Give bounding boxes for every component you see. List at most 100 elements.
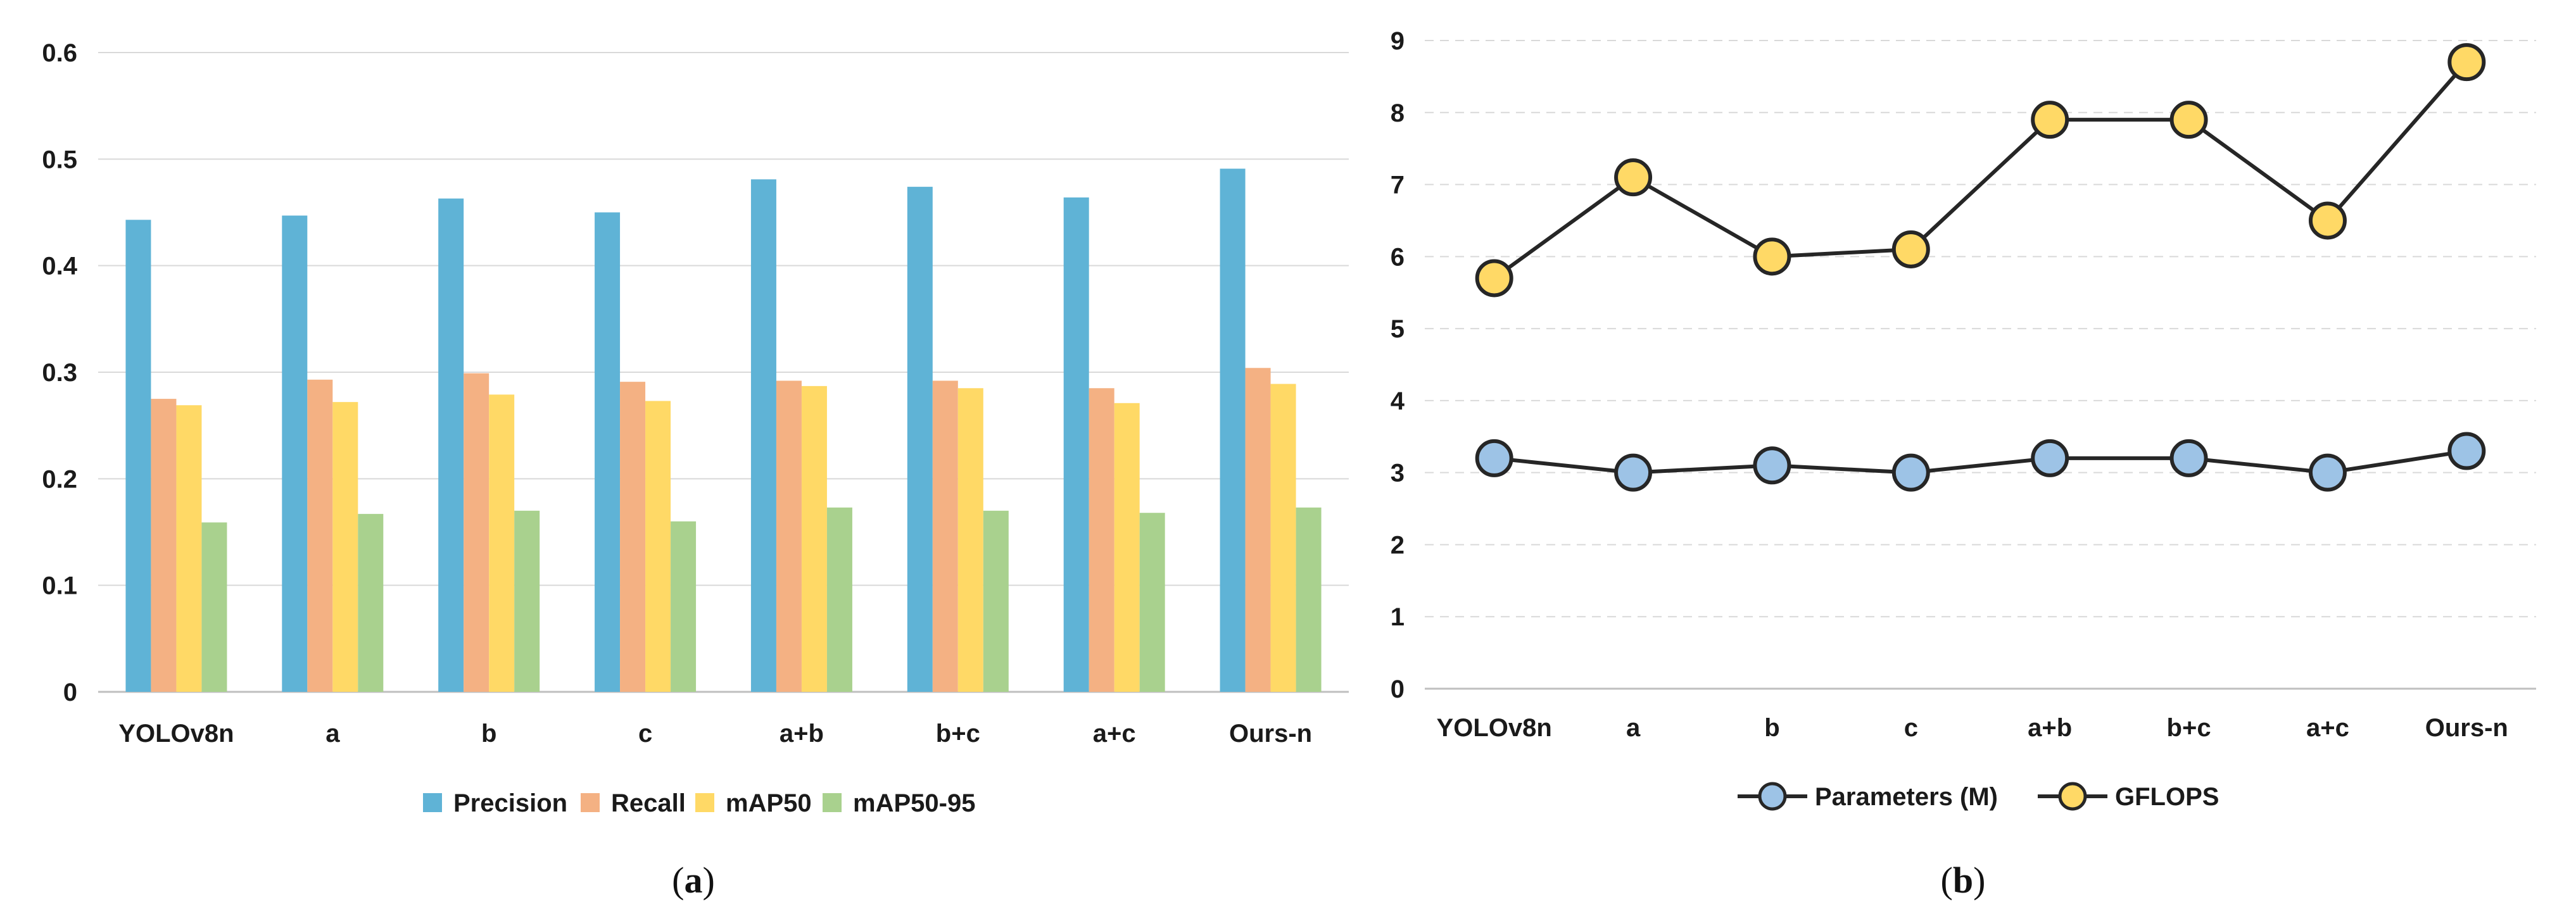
bar-precision-yolov8n <box>125 220 151 692</box>
legend-swatch-precision <box>423 793 442 812</box>
bar-precision-b <box>438 198 464 692</box>
bar-map50-ours-n <box>1270 384 1296 692</box>
point-gflops-c <box>1891 230 1930 268</box>
point-gflops-b-c <box>2169 101 2208 139</box>
bar-map50-95-a-c <box>1139 513 1165 692</box>
bar-recall-b <box>464 373 489 692</box>
bar-recall-a-b <box>776 380 802 692</box>
panel-a-y-tick-label: 0.4 <box>42 253 77 280</box>
point-parameters-m-c <box>1891 453 1930 492</box>
bar-recall-c <box>620 382 646 692</box>
legend-label-precision: Precision <box>453 789 567 817</box>
panel-b-x-tick-label: b+c <box>2167 714 2211 742</box>
caption-a-letter: a <box>685 860 703 901</box>
bar-map50-95-c <box>671 521 697 692</box>
bar-recall-yolov8n <box>151 399 177 692</box>
panel-b-y-tick-label: 5 <box>1391 315 1405 343</box>
bar-precision-a-b <box>750 179 776 692</box>
panel-b-y-tick-label: 2 <box>1391 531 1405 559</box>
panel-b-x-tick-label: b <box>1764 714 1779 742</box>
bar-precision-ours-n <box>1220 168 1246 692</box>
panel-a-y-tick-label: 0.3 <box>42 359 77 387</box>
panel-b-y-tick-label: 7 <box>1391 172 1405 199</box>
panel-b-lines <box>1475 43 2486 492</box>
panel-b-y-tick-label: 3 <box>1391 460 1405 487</box>
panel-b-x-tick-label: a+c <box>2306 714 2349 742</box>
bar-map50-a <box>332 402 358 692</box>
panel-a-y-tick-label: 0.2 <box>42 465 77 493</box>
legend-label-gflops: GFLOPS <box>2115 783 2219 811</box>
panel-b-y-tick-label: 9 <box>1391 27 1405 55</box>
panel-a-y-tick-label: 0.6 <box>42 39 77 67</box>
caption-b-letter: b <box>1953 860 1973 901</box>
bar-recall-ours-n <box>1245 368 1271 692</box>
panel-a-x-tick-label: c <box>638 720 652 748</box>
panel-b-x-tick-label: a <box>1626 714 1641 742</box>
bar-map50-yolov8n <box>176 405 202 692</box>
panel-b-y-axis: 0 1 2 3 4 5 6 7 8 9 <box>1391 27 1405 703</box>
point-parameters-m-yolov8n <box>1475 439 1513 477</box>
legend-swatch-map50-95 <box>823 793 842 812</box>
bar-map50-95-b <box>514 510 540 692</box>
bar-map50-95-ours-n <box>1296 507 1322 692</box>
panel-b-y-tick-label: 6 <box>1391 243 1405 271</box>
bar-recall-b-c <box>932 380 958 692</box>
panel-a-x-tick-label: a <box>325 720 340 748</box>
panel-b-x-axis: YOLOv8n a b c a+b b+c a+c Ours-n <box>1437 714 2508 742</box>
bar-map50-c <box>645 401 671 692</box>
legend-marker-parameters-m <box>1758 782 1787 811</box>
panel-a-bars <box>125 168 1322 692</box>
panel-b-x-tick-label: c <box>1904 714 1918 742</box>
point-parameters-m-a-b <box>2031 439 2069 477</box>
bar-recall-a-c <box>1089 388 1114 692</box>
panel-a-legend: Precision Recall mAP50 mAP50-95 <box>423 789 975 817</box>
panel-b-x-tick-label: Ours-n <box>2425 714 2508 742</box>
bar-precision-a <box>282 215 308 692</box>
line-parameters-m <box>1494 449 2467 475</box>
panel-a-x-tick-label: Ours-n <box>1229 720 1312 748</box>
bar-map50-a-c <box>1114 403 1140 692</box>
line-gflops <box>1493 61 2468 280</box>
panel-a-y-tick-label: 0 <box>63 679 77 706</box>
caption-b: (b) <box>1941 860 1986 901</box>
panel-b-y-tick-label: 0 <box>1391 675 1405 703</box>
bar-map50-a-b <box>801 385 827 692</box>
point-gflops-a-c <box>2308 201 2347 240</box>
point-parameters-m-a-c <box>2308 453 2347 492</box>
point-parameters-m-a <box>1614 453 1653 492</box>
panel-b-x-tick-label: a+b <box>2028 714 2072 742</box>
panel-b-y-tick-label: 1 <box>1391 603 1405 631</box>
bar-recall-a <box>307 379 333 692</box>
point-parameters-m-b-c <box>2169 439 2208 477</box>
panel-a-y-axis: 0 0.1 0.2 0.3 0.4 0.5 0.6 <box>42 39 77 706</box>
point-gflops-a-b <box>2031 101 2069 139</box>
panel-a-x-tick-label: b <box>481 720 496 748</box>
legend-label-map50: mAP50 <box>726 789 812 817</box>
panel-a-x-axis: YOLOv8n a b c a+b b+c a+c Ours-n <box>118 720 1312 748</box>
legend-marker-gflops <box>2058 782 2087 811</box>
legend-label-parameters-m: Parameters (M) <box>1815 783 1998 811</box>
panel-a-x-tick-label: YOLOv8n <box>118 720 234 748</box>
bar-map50-95-a <box>358 513 384 692</box>
panel-a-x-tick-label: a+c <box>1093 720 1136 748</box>
point-gflops-a <box>1614 158 1653 197</box>
panel-b-line-chart: 0 1 2 3 4 5 6 7 8 9 YOLOv8n a b c a+b b+c a+c Ours-n Par… <box>1391 27 2536 811</box>
panel-a-y-tick-label: 0.5 <box>42 146 77 173</box>
panel-a-y-tick-label: 0.1 <box>42 572 77 600</box>
panel-b-x-tick-label: YOLOv8n <box>1437 714 1552 742</box>
legend-swatch-map50 <box>695 793 714 812</box>
legend-label-map50-95: mAP50-95 <box>853 789 975 817</box>
panel-b-legend: Parameters (M) GFLOPS <box>1738 782 2219 811</box>
bar-map50-b <box>489 394 515 692</box>
bar-map50-95-a-b <box>826 507 852 692</box>
panel-b-y-tick-label: 8 <box>1391 99 1405 127</box>
panel-a-x-tick-label: b+c <box>936 720 980 748</box>
bar-map50-95-b-c <box>983 510 1009 692</box>
point-gflops-b <box>1753 237 1791 276</box>
bar-map50-b-c <box>957 388 983 692</box>
bar-precision-a-c <box>1063 197 1089 692</box>
point-gflops-yolov8n <box>1475 259 1513 298</box>
legend-swatch-recall <box>581 793 600 812</box>
bar-precision-b-c <box>907 187 933 692</box>
